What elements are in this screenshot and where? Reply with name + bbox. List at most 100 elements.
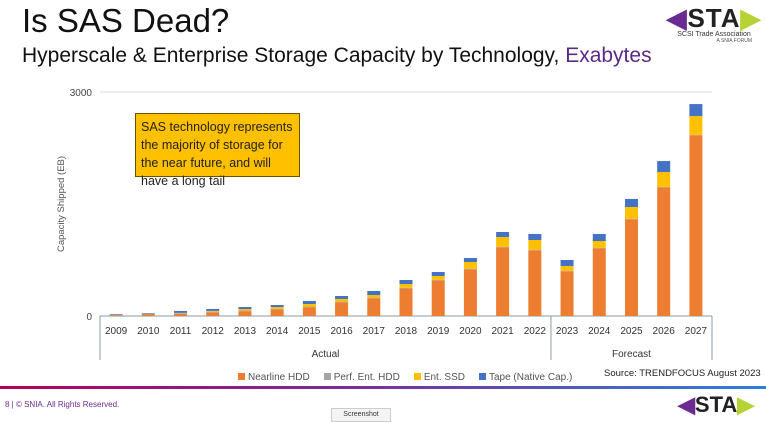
legend-item: Perf. Ent. HDD xyxy=(324,372,400,383)
x-tick-label: 2009 xyxy=(105,326,128,337)
bar-segment-tape-native-cap--2012 xyxy=(206,309,219,311)
x-tick-label: 2011 xyxy=(170,326,192,337)
bar-segment-nearline-hdd-2017 xyxy=(367,298,380,316)
legend-label: Nearline HDD xyxy=(248,372,310,383)
x-tick-label: 2019 xyxy=(427,326,450,337)
bar-segment-perf-ent-hdd-2018 xyxy=(400,288,413,289)
bar-segment-nearline-hdd-2023 xyxy=(561,271,574,316)
bar-segment-perf-ent-hdd-2009 xyxy=(110,315,123,316)
bar-segment-nearline-hdd-2016 xyxy=(335,302,348,316)
bar-segment-perf-ent-hdd-2013 xyxy=(238,311,251,312)
bar-segment-nearline-hdd-2015 xyxy=(303,307,316,316)
bar-segment-ent-ssd-2014 xyxy=(271,307,284,309)
bar-segment-perf-ent-hdd-2019 xyxy=(432,280,445,281)
bar-segment-nearline-hdd-2012 xyxy=(206,312,219,316)
bar-segment-ent-ssd-2027 xyxy=(689,116,702,135)
bar-segment-tape-native-cap--2025 xyxy=(625,199,638,207)
x-tick-label: 2013 xyxy=(234,326,257,337)
bar-segment-tape-native-cap--2018 xyxy=(400,280,413,284)
y-tick-label: 3000 xyxy=(70,88,93,99)
bar-segment-nearline-hdd-2024 xyxy=(593,248,606,316)
x-tick-label: 2018 xyxy=(395,326,418,337)
bar-segment-ent-ssd-2025 xyxy=(625,207,638,219)
x-tick-label: 2022 xyxy=(524,326,547,337)
x-tick-label: 2020 xyxy=(459,326,482,337)
bar-segment-nearline-hdd-2027 xyxy=(689,135,702,316)
x-tick-label: 2016 xyxy=(330,326,353,337)
callout-box: SAS technology represents the majority o… xyxy=(135,113,300,177)
bar-segment-perf-ent-hdd-2016 xyxy=(335,302,348,303)
y-tick-label: 0 xyxy=(86,312,92,323)
bar-segment-tape-native-cap--2013 xyxy=(238,307,251,309)
legend-label: Ent. SSD xyxy=(424,372,465,383)
bar-segment-ent-ssd-2018 xyxy=(400,284,413,288)
legend-swatch xyxy=(414,373,421,380)
bar-segment-tape-native-cap--2010 xyxy=(142,313,155,314)
bar-segment-ent-ssd-2024 xyxy=(593,241,606,248)
x-tick-label: 2024 xyxy=(588,326,611,337)
x-tick-label: 2025 xyxy=(620,326,643,337)
bar-segment-tape-native-cap--2020 xyxy=(464,258,477,262)
bar-segment-tape-native-cap--2015 xyxy=(303,301,316,304)
legend-swatch xyxy=(238,373,245,380)
divider xyxy=(0,386,766,389)
bar-segment-nearline-hdd-2018 xyxy=(400,288,413,316)
bar-segment-ent-ssd-2017 xyxy=(367,295,380,298)
bar-segment-perf-ent-hdd-2020 xyxy=(464,269,477,270)
bar-segment-ent-ssd-2026 xyxy=(657,172,670,187)
source-note: Source: TRENDFOCUS August 2023 xyxy=(604,368,761,379)
bar-segment-perf-ent-hdd-2022 xyxy=(528,250,541,251)
x-tick-label: 2027 xyxy=(685,326,708,337)
bar-segment-nearline-hdd-2021 xyxy=(496,247,509,316)
bar-segment-perf-ent-hdd-2011 xyxy=(174,313,187,314)
bar-segment-ent-ssd-2013 xyxy=(238,309,251,310)
sta-logo-footer: ◀STA▶ xyxy=(678,392,754,418)
bar-segment-nearline-hdd-2013 xyxy=(238,311,251,316)
bar-segment-tape-native-cap--2024 xyxy=(593,234,606,241)
x-tick-label: 2014 xyxy=(266,326,289,337)
bar-segment-ent-ssd-2016 xyxy=(335,299,348,302)
bar-segment-ent-ssd-2012 xyxy=(206,311,219,312)
bar-segment-nearline-hdd-2025 xyxy=(625,219,638,316)
x-tick-label: 2021 xyxy=(492,326,515,337)
legend-item: Ent. SSD xyxy=(414,372,465,383)
bar-segment-perf-ent-hdd-2012 xyxy=(206,312,219,313)
bar-segment-ent-ssd-2021 xyxy=(496,237,509,247)
legend-item: Nearline HDD xyxy=(238,372,310,383)
legend-label: Perf. Ent. HDD xyxy=(334,372,400,383)
bar-segment-ent-ssd-2023 xyxy=(561,266,574,271)
y-axis-label: Capacity Shipped (EB) xyxy=(56,156,67,252)
bar-segment-tape-native-cap--2016 xyxy=(335,296,348,299)
chart-legend: Nearline HDD Perf. Ent. HDD Ent. SSD Tape (… xyxy=(238,372,572,383)
bar-segment-ent-ssd-2019 xyxy=(432,276,445,280)
bar-segment-tape-native-cap--2027 xyxy=(689,104,702,116)
bar-segment-tape-native-cap--2021 xyxy=(496,232,509,237)
bar-segment-tape-native-cap--2026 xyxy=(657,161,670,172)
bar-segment-perf-ent-hdd-2014 xyxy=(271,309,284,310)
bar-segment-ent-ssd-2015 xyxy=(303,304,316,307)
bar-segment-nearline-hdd-2022 xyxy=(528,250,541,316)
bar-segment-nearline-hdd-2026 xyxy=(657,187,670,316)
x-tick-label: 2010 xyxy=(137,326,160,337)
bar-segment-nearline-hdd-2019 xyxy=(432,280,445,316)
x-tick-label: 2026 xyxy=(653,326,676,337)
x-tick-label: 2023 xyxy=(556,326,579,337)
footer-copyright: 8 | © SNIA. All Rights Reserved. xyxy=(5,400,119,409)
bar-segment-ent-ssd-2022 xyxy=(528,240,541,250)
bar-segment-perf-ent-hdd-2021 xyxy=(496,247,509,248)
x-tick-label: 2017 xyxy=(363,326,386,337)
stacked-bar-chart: 0 3000 Capacity Shipped (EB) 2009 2010 2011 20… xyxy=(0,0,766,380)
legend-item: Tape (Native Cap.) xyxy=(479,372,572,383)
legend-swatch xyxy=(479,373,486,380)
bar-segment-tape-native-cap--2014 xyxy=(271,305,284,307)
x-tick-label: 2012 xyxy=(202,326,225,337)
bar-segment-tape-native-cap--2022 xyxy=(528,234,541,240)
group-label-actual: Actual xyxy=(312,349,340,360)
bar-segment-tape-native-cap--2017 xyxy=(367,291,380,295)
bar-segment-tape-native-cap--2019 xyxy=(432,272,445,276)
bar-segment-tape-native-cap--2011 xyxy=(174,311,187,313)
bar-segment-ent-ssd-2020 xyxy=(464,262,477,269)
bar-segment-nearline-hdd-2020 xyxy=(464,269,477,316)
group-label-forecast: Forecast xyxy=(612,349,651,360)
bar-segment-perf-ent-hdd-2015 xyxy=(303,307,316,308)
